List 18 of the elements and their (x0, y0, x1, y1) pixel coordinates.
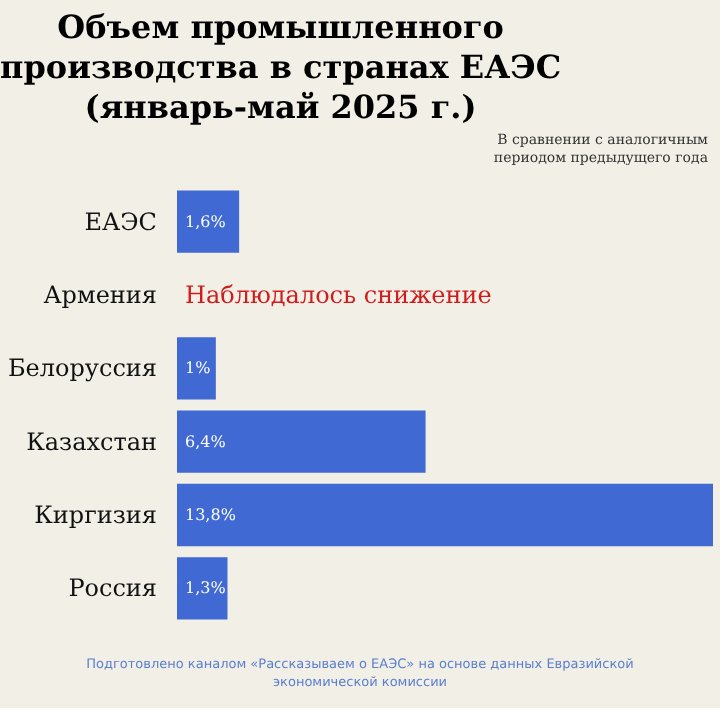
bar (177, 483, 713, 547)
data-label: 1,6% (185, 212, 227, 231)
y-tick-label: Белоруссия (7, 354, 158, 383)
y-tick-label: Киргизия (34, 501, 158, 529)
y-tick-label: Казахстан (26, 427, 157, 456)
y-tick-label: Армения (43, 281, 158, 309)
bar (177, 337, 216, 400)
data-label: 1% (185, 359, 212, 378)
bar (177, 557, 228, 620)
bar (177, 190, 240, 253)
bar (177, 410, 426, 473)
data-label: 1,3% (185, 579, 227, 598)
data-label: 6,4% (185, 432, 227, 451)
chart-title: Объем промышленного производства в странах ЕАЭС (январь-май 2025 г.) (0, 8, 562, 128)
y-tick-label: ЕАЭС (84, 207, 158, 236)
data-label: 13,8% (185, 506, 237, 524)
y-tick-label: Россия (68, 574, 158, 603)
annotation: Наблюдалось снижение (185, 281, 492, 309)
